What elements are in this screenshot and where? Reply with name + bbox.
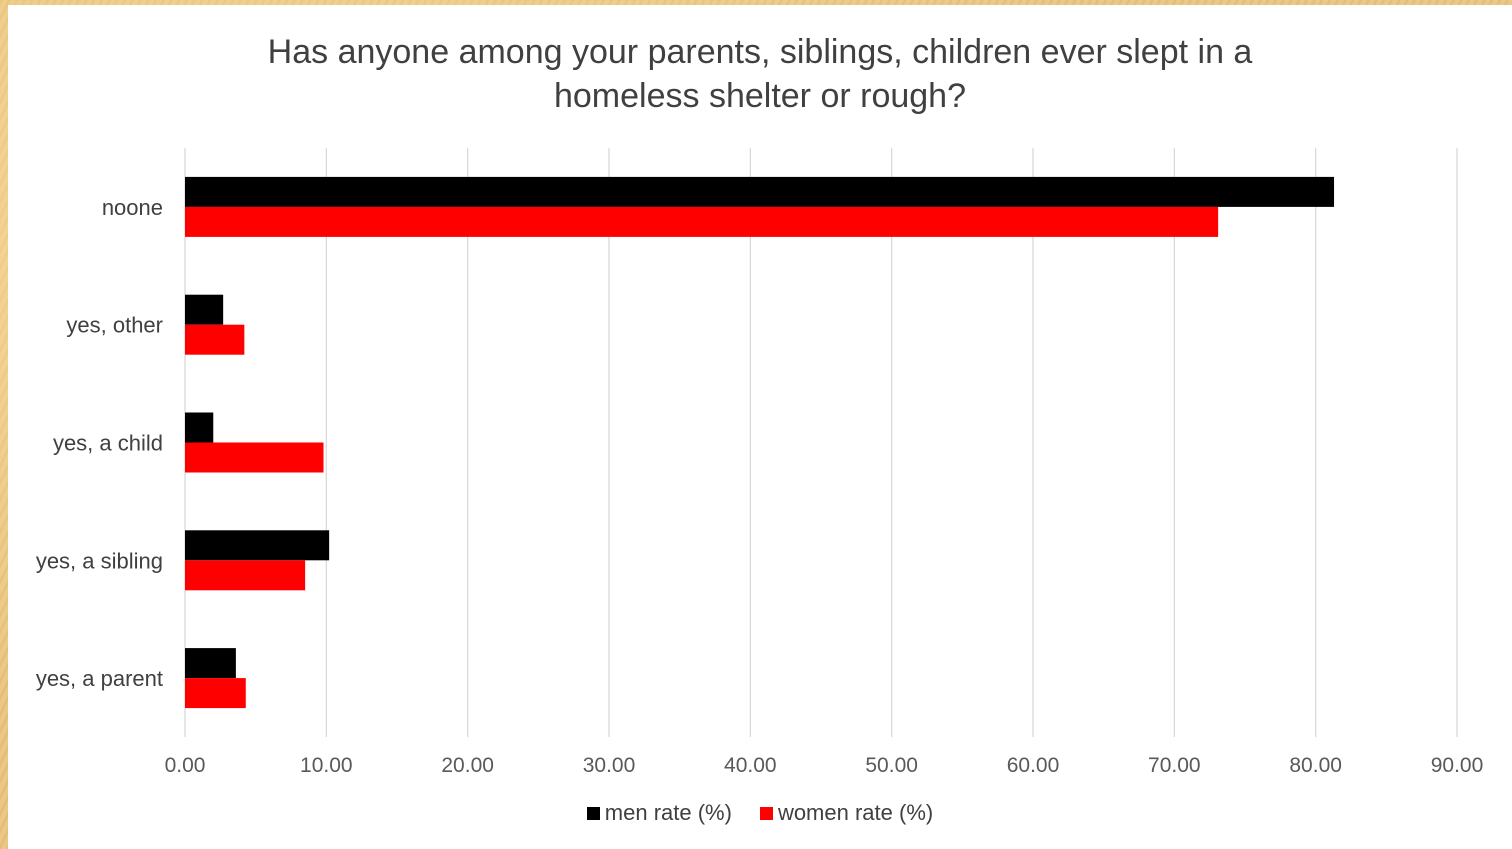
legend: men rate (%) women rate (%) xyxy=(8,800,1512,826)
legend-item-men: men rate (%) xyxy=(586,800,732,826)
chart-panel xyxy=(8,5,1512,849)
chart-title: Has anyone among your parents, siblings,… xyxy=(8,30,1512,118)
x-tick-label: 10.00 xyxy=(300,754,353,777)
category-label: yes, a child xyxy=(53,431,163,456)
bar-women xyxy=(185,560,306,591)
bar-men xyxy=(185,294,224,325)
bar-men xyxy=(185,412,214,443)
legend-swatch-men xyxy=(586,806,600,820)
bar-men xyxy=(185,648,236,679)
x-tick-label: 20.00 xyxy=(441,754,494,777)
category-label: yes, a parent xyxy=(36,666,163,691)
x-tick-label: 90.00 xyxy=(1431,754,1484,777)
legend-item-women: women rate (%) xyxy=(759,800,934,826)
chart-title-line-1: Has anyone among your parents, siblings,… xyxy=(267,33,1253,71)
category-label: yes, other xyxy=(66,313,163,338)
x-tick-label: 70.00 xyxy=(1148,754,1201,777)
bar-women xyxy=(185,678,246,709)
x-tick-label: 60.00 xyxy=(1007,754,1060,777)
x-tick-label: 40.00 xyxy=(724,754,777,777)
legend-swatch-women xyxy=(759,806,773,820)
bar-men xyxy=(185,530,330,561)
x-tick-label: 50.00 xyxy=(865,754,918,777)
x-tick-label: 0.00 xyxy=(165,754,206,777)
bar-men xyxy=(185,176,1335,207)
category-label: noone xyxy=(102,195,163,220)
bar-women xyxy=(185,324,245,355)
category-label: yes, a sibling xyxy=(36,548,163,573)
chart-title-line-2: homeless shelter or rough? xyxy=(553,77,966,115)
legend-label-men: men rate (%) xyxy=(604,800,732,825)
x-tick-label: 30.00 xyxy=(583,754,636,777)
bar-women xyxy=(185,206,1219,237)
x-tick-label: 80.00 xyxy=(1289,754,1342,777)
bar-women xyxy=(185,442,324,473)
legend-label-women: women rate (%) xyxy=(777,800,934,825)
